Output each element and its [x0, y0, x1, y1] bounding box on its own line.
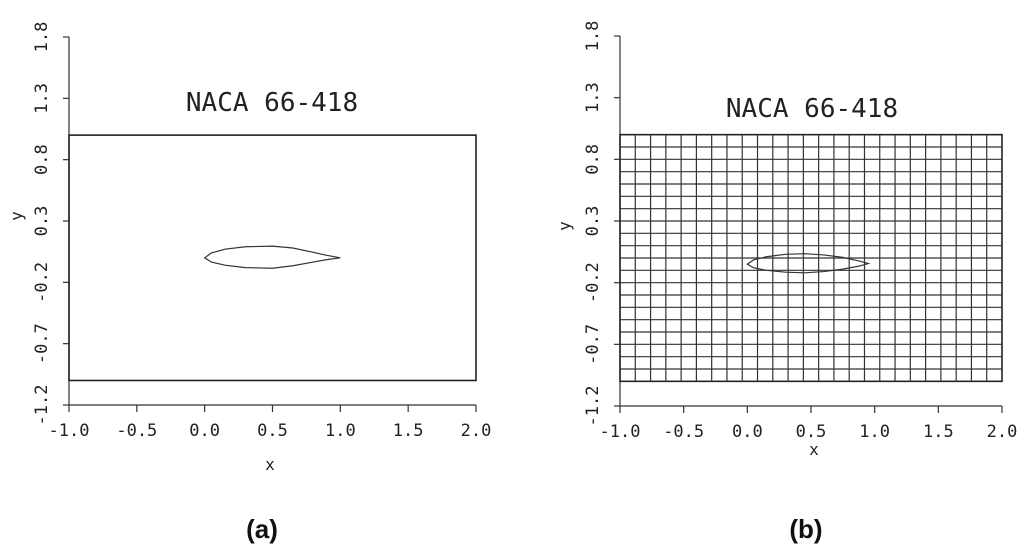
chart-a-x-tick-label: -0.5 [116, 421, 157, 441]
chart-a-y-tick-label: 1.8 [32, 22, 52, 53]
chart-b-x-tick-label: -1.0 [600, 422, 641, 442]
chart-a: -1.0 -0.5 0.0 0.5 1.0 1.5 2.0 -1.2 -0.7 -0.2 0.3 0.… [7, 22, 491, 544]
chart-a-y-tick-label: 0.3 [32, 206, 52, 237]
chart-b-mesh [620, 134, 1002, 382]
chart-a-domain [68, 134, 477, 382]
chart-a-x-tick-label: 0.5 [257, 421, 288, 441]
chart-a-y-tick-label: -0.2 [32, 262, 52, 303]
chart-b-caption: (b) [789, 514, 822, 544]
chart-a-caption: (a) [246, 514, 278, 544]
chart-a-x-tick-label: 2.0 [461, 421, 492, 441]
chart-b-x-axis-title: x [809, 440, 819, 459]
chart-b-x-tick-label: 0.0 [732, 422, 763, 442]
chart-b-y-tick-label: 0.8 [583, 144, 603, 175]
chart-a-y-tick-label: -1.2 [32, 385, 52, 426]
chart-a-y-tick-label: 0.8 [32, 144, 52, 175]
chart-b: -1.0 -0.5 0.0 0.5 1.0 1.5 2.0 -1.2 -0.7 -0.2 0.3 0.… [555, 21, 1017, 544]
chart-b-y-tick-label: 1.3 [583, 82, 603, 113]
chart-a-x-axis-title: x [265, 455, 275, 474]
chart-b-y-tick-label: 0.3 [583, 206, 603, 237]
chart-b-x-tick-label: 1.0 [859, 422, 890, 442]
chart-a-x-tick-label: -1.0 [49, 421, 90, 441]
chart-b-x-tick-label: 1.5 [923, 422, 954, 442]
chart-b-y-axis-title: y [555, 221, 574, 231]
chart-b-y-tick-label: -0.7 [583, 324, 603, 365]
chart-b-tick-labels: -1.0 -0.5 0.0 0.5 1.0 1.5 2.0 -1.2 -0.7 -0.2 0.3 0.… [583, 21, 1017, 442]
chart-b-y-tick-label: -1.2 [583, 386, 603, 427]
chart-a-y-axis-title: y [7, 211, 26, 221]
chart-b-x-tick-label: -0.5 [663, 422, 704, 442]
chart-a-airfoil [203, 245, 341, 269]
chart-a-x-tick-label: 0.0 [189, 421, 220, 441]
chart-a-y-tick-label: -0.7 [32, 323, 52, 364]
chart-a-title: NACA 66-418 [186, 88, 358, 118]
chart-a-x-tick-label: 1.5 [393, 421, 424, 441]
chart-b-airfoil-outline [746, 253, 871, 274]
chart-a-airfoil-outline [203, 245, 341, 269]
chart-b-y-tick-label: 1.8 [583, 21, 603, 52]
chart-b-y-tick-label: -0.2 [583, 262, 603, 303]
chart-b-x-tick-label: 0.5 [796, 422, 827, 442]
chart-b-x-tick-label: 2.0 [987, 422, 1018, 442]
chart-b-airfoil [746, 253, 871, 274]
chart-a-y-tick-label: 1.3 [32, 83, 52, 114]
chart-a-domain-box [68, 134, 477, 382]
chart-b-title: NACA 66-418 [726, 94, 898, 124]
chart-a-tick-labels: -1.0 -0.5 0.0 0.5 1.0 1.5 2.0 -1.2 -0.7 -0.2 0.3 0.… [32, 22, 491, 441]
chart-a-x-tick-label: 1.0 [325, 421, 356, 441]
